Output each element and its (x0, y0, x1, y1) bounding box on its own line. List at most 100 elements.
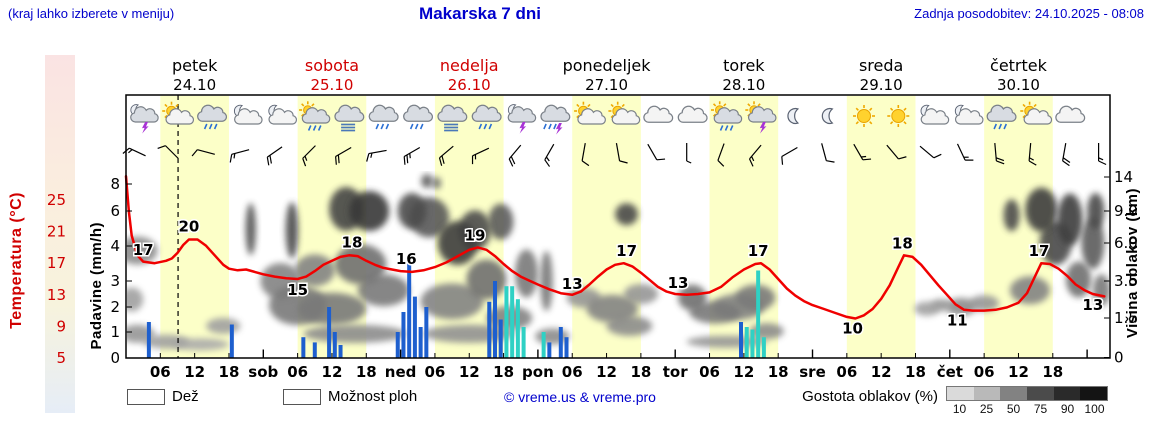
rain-bar (395, 332, 400, 358)
shower-bar (515, 299, 520, 358)
x-tick-label: 12 (322, 363, 343, 381)
page-title: Makarska 7 dni (419, 4, 541, 23)
weather-icon-moon (787, 107, 800, 125)
cloud-blob (930, 299, 952, 312)
shower-bar (504, 286, 509, 358)
temp-axis-number: 17 (47, 254, 66, 272)
weather-icon-heavy-rain (437, 104, 468, 132)
weather-icon-moon-cloud (233, 104, 263, 125)
weather-icon-sun-cloud (1020, 101, 1053, 125)
temperature-point-label: 13 (1082, 296, 1103, 314)
weather-icon-rain (986, 104, 1017, 130)
wind-barb (821, 143, 835, 163)
wind-barb (302, 145, 316, 167)
weather-icon-sun-rain (299, 101, 331, 131)
cloud-density-legend-label: Gostota oblakov (%) (802, 388, 938, 405)
cloud-blob (515, 249, 538, 298)
temperature-point-label: 19 (465, 226, 486, 244)
temperature-point-label: 11 (947, 312, 968, 330)
cloud-height-axis-number: 1.5 (1114, 309, 1138, 327)
x-tick-label: 12 (733, 363, 754, 381)
location-menu-note: (kraj lahko izberete v meniju) (8, 6, 175, 21)
wind-barb (366, 149, 387, 162)
last-update-text: Zadnja posodobitev: 24.10.2025 - 08:08 (914, 6, 1144, 21)
weather-icon-sun-storm (745, 101, 777, 134)
copyright-link[interactable]: © vreme.us & vreme.pro (504, 389, 656, 405)
x-tick-label: 18 (219, 363, 240, 381)
precip-axis-number: 6 (110, 202, 120, 220)
x-tick-label: 06 (974, 363, 995, 381)
weather-icon-sun (853, 105, 875, 127)
temperature-point-label: 17 (1029, 242, 1050, 260)
temperature-point-label: 18 (892, 234, 913, 252)
weather-icon-sun-cloud (162, 101, 195, 125)
x-tick-label: 06 (699, 363, 720, 381)
density-tick-label: 75 (1033, 402, 1048, 416)
weather-icon-sun-cloud (608, 101, 641, 125)
temperature-scale-strip (45, 55, 75, 413)
rain-bar (739, 322, 743, 358)
rain-bar (424, 307, 429, 358)
cloud-blob (686, 335, 767, 348)
density-tick-label: 50 (1006, 402, 1021, 416)
cloud-blob (432, 177, 442, 190)
wind-barb (1062, 143, 1071, 167)
wind-barb (335, 146, 352, 165)
cloud-blob (1057, 193, 1083, 246)
wind-barb (157, 145, 179, 159)
cloud-blob (397, 193, 427, 229)
rain-bar (498, 319, 503, 358)
cloud-blob (1092, 274, 1109, 307)
shower-legend-swatch (283, 389, 321, 405)
wind-barb (403, 146, 421, 165)
temp-axis-number: 13 (47, 286, 66, 304)
density-segment (1080, 387, 1108, 400)
wind-barb (581, 143, 590, 167)
plot-frame (125, 94, 1111, 359)
rain-bar (558, 327, 563, 358)
cloud-blob (540, 251, 553, 311)
day-date: 28.10 (722, 76, 765, 94)
rain-legend-label: Dež (172, 388, 199, 405)
rain-bar (229, 324, 234, 358)
wind-barb (686, 143, 692, 164)
cloud-height-axis-number: 14 (1114, 168, 1133, 186)
precip-axis-number: 0 (110, 349, 120, 367)
cloud-blob (1009, 276, 1050, 305)
day-abbr-label: pon (522, 363, 554, 381)
temp-axis-number: 21 (47, 223, 66, 241)
rain-bar (418, 327, 423, 358)
shower-bar (756, 270, 761, 358)
x-tick-label: 06 (150, 363, 171, 381)
day-abbr-label: tor (663, 363, 688, 381)
day-name: četrtek (990, 56, 1048, 75)
rain-bar (564, 337, 569, 358)
wind-barb (781, 146, 798, 165)
rain-bar (301, 337, 306, 358)
wind-barb (1028, 142, 1037, 166)
temperature-point-label: 15 (287, 281, 308, 299)
cloud-blob (421, 174, 433, 189)
weather-icons (130, 101, 1086, 135)
cloud-blob (423, 324, 516, 343)
weather-icon-sun-rain (711, 101, 743, 131)
temperature-point-label: 17 (133, 241, 154, 259)
wind-barb (1097, 143, 1107, 166)
cloud-blob (735, 284, 776, 311)
wind-barb (191, 149, 215, 157)
day-date: 24.10 (173, 76, 216, 94)
day-date: 30.10 (997, 76, 1040, 94)
shower-legend-label: Možnost ploh (328, 388, 418, 405)
cloud-blob (623, 283, 659, 304)
x-tick-label: 18 (905, 363, 926, 381)
wind-barb (647, 143, 666, 161)
temp-axis-number: 25 (47, 191, 66, 209)
cloud-blob (437, 221, 478, 265)
temperature-point-label: 10 (842, 320, 863, 338)
weather-icon-storm-moon (507, 104, 537, 134)
precip-axis-number: 3 (110, 272, 120, 290)
precip-axis-number: 1 (110, 323, 120, 341)
rain-bar (412, 296, 417, 358)
weather-icon-sun (887, 105, 910, 127)
